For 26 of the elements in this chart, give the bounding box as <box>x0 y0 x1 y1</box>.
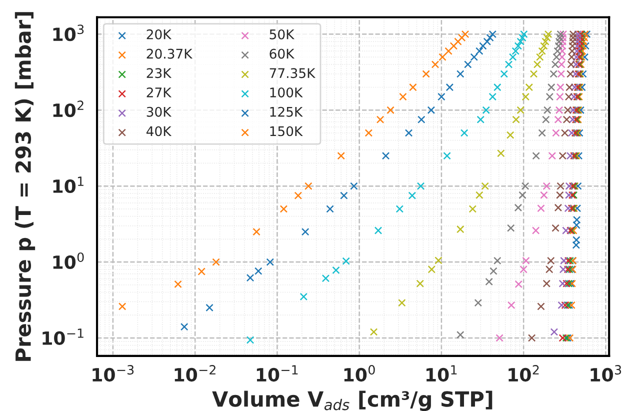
legend-label: 23K <box>146 68 172 78</box>
legend-label: 20K <box>146 29 172 40</box>
legend-label: 50K <box>270 29 295 40</box>
y-axis-title: Pressure p (T = 293 K) [mbar] <box>14 12 36 361</box>
x-tick-label: 10$^{−1}$ <box>256 365 298 382</box>
y-tick-label: 10$^{2}$ <box>53 100 84 118</box>
legend-label: 100K <box>270 87 303 98</box>
y-tick-label: 10$^{0}$ <box>53 252 84 269</box>
y-tick-label: 10$^{3}$ <box>53 24 84 42</box>
legend-label: 125K <box>270 106 303 117</box>
legend-label: 30K <box>146 106 172 117</box>
x-tick-label: 10$^{2}$ <box>508 365 539 382</box>
y-tick-label: 10$^{1}$ <box>53 176 84 194</box>
x-tick-label: 10$^{−2}$ <box>174 365 216 382</box>
x-tick-label: 10$^{1}$ <box>426 365 457 382</box>
x-tick-label: 10$^{−3}$ <box>92 365 134 382</box>
x-tick-label: 10$^{3}$ <box>590 365 622 382</box>
legend-label: 27K <box>146 87 172 98</box>
x-axis-title: Volume V$_{ads}$ [cm³/g STP] <box>212 390 492 411</box>
y-tick-label: 10$^{−1}$ <box>42 328 84 345</box>
x-tick-label: 10$^{0}$ <box>344 365 375 382</box>
legend-label: 40K <box>146 126 172 136</box>
legend-label: 20.37K <box>146 48 193 59</box>
legend-label: 60K <box>270 48 295 59</box>
legend-label: 77.35K <box>270 68 316 78</box>
legend-label: 150K <box>270 126 303 136</box>
